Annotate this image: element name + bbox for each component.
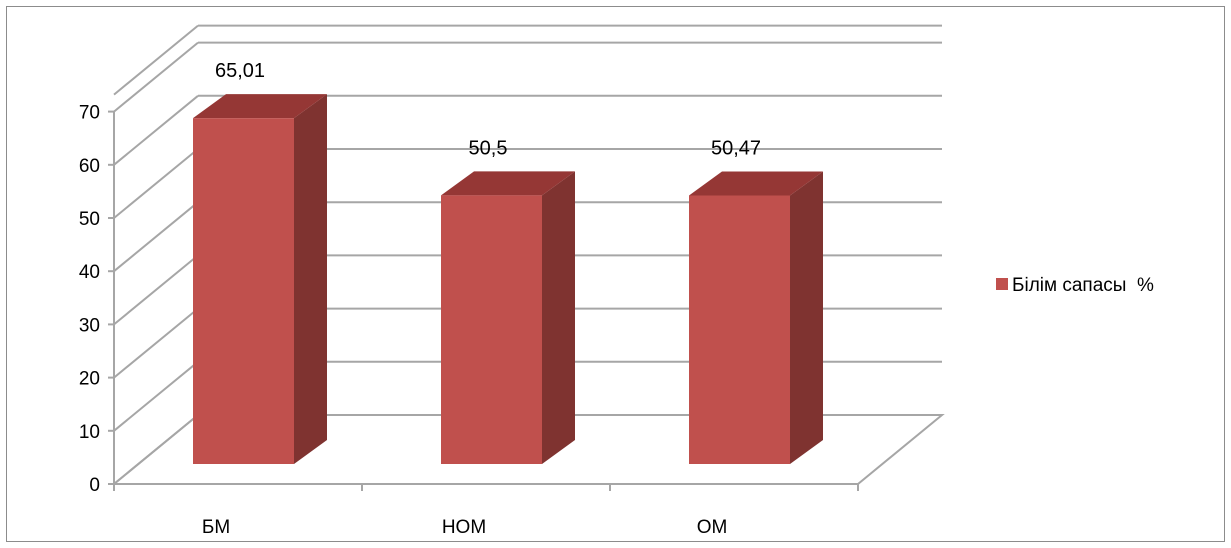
side-wall-gridline	[113, 361, 199, 432]
bar-front-face	[441, 195, 542, 464]
legend-label: Білім сапасы %	[1012, 275, 1154, 296]
bar-side-face	[790, 171, 823, 464]
data-label: 50,5	[469, 137, 508, 159]
bar-top-face	[689, 171, 823, 196]
bar-chart-3d: 0 10 20 30 40 50 60 70 БМ НОМ ОМ 65,01 50,5 50,47 Б…	[79, 24, 1154, 538]
legend-entry: Білім сапасы %	[996, 275, 1154, 296]
legend: Білім сапасы %	[996, 275, 1154, 296]
y-tick-label: 0	[89, 475, 100, 496]
y-tick-label: 10	[79, 422, 100, 443]
bar-top-face	[441, 171, 575, 196]
y-tick-label: 40	[79, 262, 100, 283]
chart-frame: 0 10 20 30 40 50 60 70 БМ НОМ ОМ 65,01 50,5 50,47 Б…	[6, 6, 1225, 542]
y-tick-label: 30	[79, 315, 100, 336]
data-label: 50,47	[711, 137, 761, 159]
axes	[108, 110, 859, 491]
bar-front-face	[689, 195, 790, 464]
data-label: 65,01	[215, 60, 265, 82]
bar-side-face	[294, 94, 327, 465]
bar	[193, 94, 327, 465]
category-label: НОМ	[442, 517, 486, 538]
bar	[689, 171, 823, 464]
category-label: БМ	[202, 517, 230, 538]
y-tick-label: 60	[79, 156, 100, 177]
legend-swatch	[996, 278, 1008, 290]
y-tick-label: 20	[79, 369, 100, 390]
bar	[441, 171, 575, 464]
bars	[193, 94, 823, 465]
side-wall-gridline	[113, 41, 199, 113]
side-wall-top-gridline	[113, 24, 199, 96]
y-tick-labels: 0 10 20 30 40 50 60 70	[79, 103, 100, 496]
side-wall-gridline	[113, 95, 199, 166]
bar-side-face	[542, 171, 575, 464]
bar-front-face	[193, 118, 294, 465]
category-labels: БМ НОМ ОМ	[202, 517, 727, 538]
side-wall-gridline	[113, 201, 199, 272]
side-wall-gridline	[113, 254, 199, 326]
category-label: ОМ	[697, 517, 728, 538]
side-wall-gridline	[113, 414, 199, 485]
y-tick-label: 50	[79, 209, 100, 230]
bar-top-face	[193, 94, 327, 119]
y-tick-label: 70	[79, 103, 100, 124]
data-labels: 65,01 50,5 50,47	[215, 60, 761, 159]
side-wall-gridline	[113, 307, 199, 379]
side-wall-gridline	[113, 148, 199, 219]
